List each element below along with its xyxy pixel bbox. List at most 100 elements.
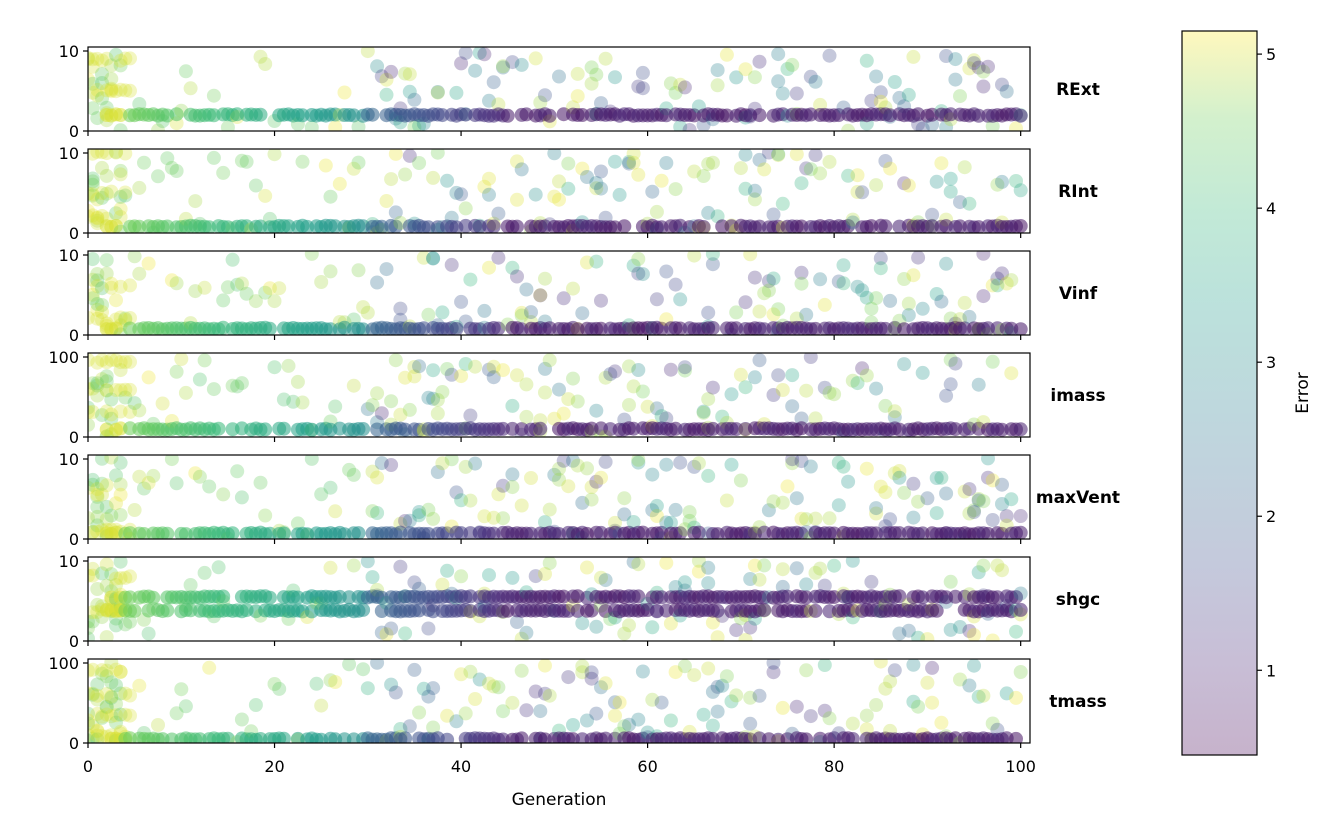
data-point	[617, 507, 632, 522]
data-point	[883, 293, 898, 308]
data-point	[496, 511, 510, 526]
data-point	[454, 369, 469, 384]
data-point	[146, 590, 161, 605]
data-point	[668, 502, 683, 517]
data-point	[412, 156, 427, 170]
data-point	[272, 681, 287, 696]
data-point	[90, 355, 105, 370]
data-point	[468, 63, 483, 78]
data-point	[817, 297, 832, 312]
data-point	[925, 117, 940, 131]
data-point	[995, 266, 1009, 281]
data-point	[90, 88, 105, 103]
data-point	[911, 251, 926, 265]
data-point	[845, 732, 860, 743]
data-point	[370, 470, 385, 485]
data-point	[589, 619, 604, 634]
data-point	[88, 382, 95, 397]
data-point	[808, 74, 823, 89]
data-point	[985, 278, 1000, 293]
data-point	[747, 70, 762, 85]
data-point	[88, 85, 100, 100]
data-point	[552, 174, 566, 189]
data-point	[514, 663, 529, 678]
data-point	[985, 513, 1000, 527]
data-point	[631, 266, 646, 281]
data-point	[113, 82, 128, 97]
data-point	[109, 571, 123, 586]
data-point	[90, 149, 105, 159]
data-point	[365, 504, 380, 519]
data-point	[88, 376, 100, 391]
data-point	[561, 479, 576, 494]
panel-label: RInt	[1058, 182, 1098, 202]
data-point	[388, 353, 403, 368]
data-point	[985, 119, 1000, 131]
data-point	[123, 708, 137, 723]
data-point	[883, 161, 898, 176]
data-point	[351, 526, 366, 539]
data-point	[514, 305, 529, 320]
data-point	[206, 150, 221, 165]
data-point	[733, 367, 748, 382]
data-point	[729, 688, 744, 703]
data-point	[645, 184, 660, 199]
data-point	[995, 174, 1009, 189]
data-point	[99, 404, 114, 419]
data-point	[743, 716, 758, 731]
data-point	[668, 85, 683, 100]
data-point	[1009, 624, 1023, 639]
data-point	[654, 173, 669, 188]
data-point	[887, 466, 902, 481]
data-point	[225, 378, 240, 393]
data-point	[519, 625, 534, 640]
data-point	[486, 75, 501, 90]
data-point	[402, 719, 417, 734]
x-tick-label: 40	[451, 757, 471, 776]
data-point	[402, 149, 417, 163]
data-point	[701, 305, 716, 320]
data-point	[95, 666, 109, 681]
data-point	[887, 663, 902, 678]
data-point	[934, 715, 949, 730]
data-point	[761, 503, 776, 518]
data-point	[701, 205, 716, 220]
data-point	[440, 563, 455, 578]
data-point	[901, 296, 916, 311]
data-point	[99, 478, 114, 493]
data-point	[109, 708, 123, 723]
data-point	[649, 292, 664, 307]
data-point	[234, 490, 249, 505]
data-point	[831, 274, 846, 289]
data-point	[477, 303, 492, 318]
data-point	[95, 91, 109, 106]
data-point	[906, 694, 921, 709]
data-point	[332, 176, 347, 191]
data-point	[761, 283, 776, 298]
data-point	[594, 96, 608, 111]
data-point	[491, 321, 506, 335]
data-point	[118, 188, 133, 203]
data-point	[388, 205, 403, 220]
data-point	[598, 455, 613, 469]
data-point	[99, 83, 114, 98]
data-point	[803, 459, 818, 474]
data-point	[514, 308, 529, 323]
data-point	[505, 480, 520, 495]
data-point	[99, 383, 114, 398]
data-point	[402, 513, 417, 528]
data-point	[505, 55, 520, 70]
data-point	[943, 622, 958, 637]
data-point	[393, 559, 408, 574]
data-point	[137, 155, 151, 170]
data-point	[733, 161, 748, 176]
data-point	[617, 626, 632, 641]
data-point	[542, 502, 557, 517]
data-point	[440, 173, 455, 188]
data-point	[216, 293, 231, 308]
data-point	[104, 353, 119, 367]
data-point	[677, 360, 692, 375]
data-point	[743, 572, 758, 586]
data-point	[430, 85, 445, 99]
data-point	[132, 403, 147, 418]
